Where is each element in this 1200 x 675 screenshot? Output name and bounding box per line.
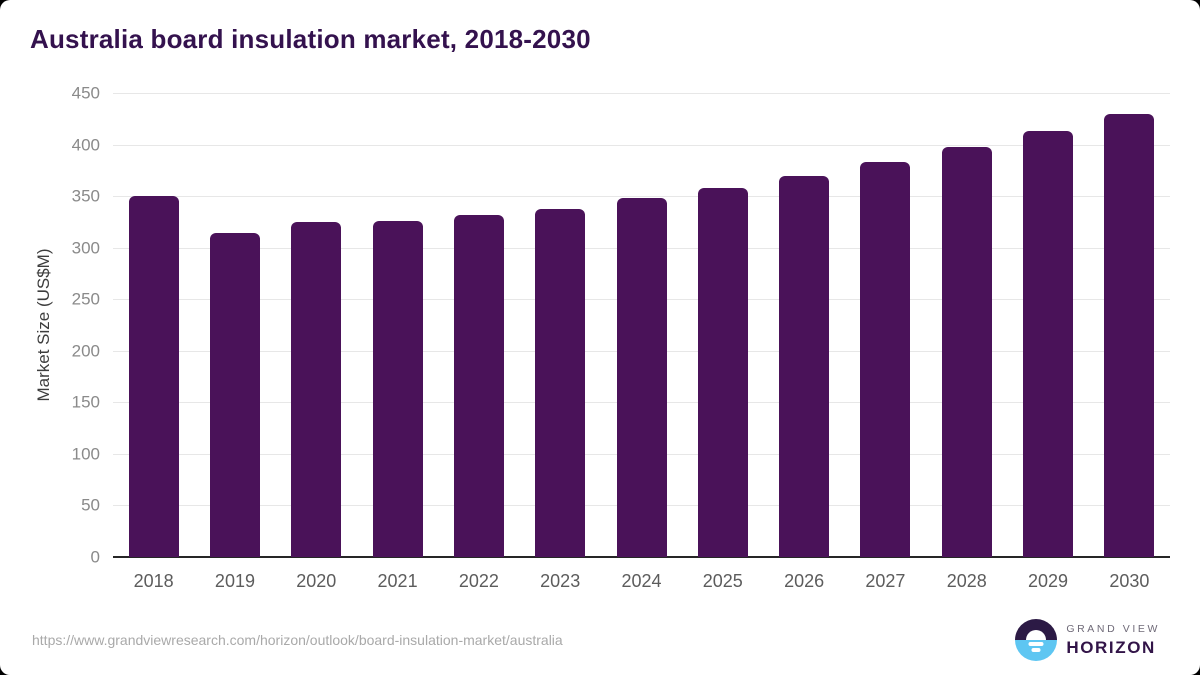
y-tick-label-50: 50 [81, 495, 100, 515]
x-tick-label-2028: 2028 [946, 571, 987, 591]
x-axis-line [113, 556, 1170, 558]
bar-2021 [372, 220, 423, 557]
x-tick-label-2027: 2027 [865, 571, 906, 591]
x-tick-label-2026: 2026 [784, 571, 825, 591]
y-axis-title: Market Size (US$M) [34, 248, 53, 402]
x-tick-label-2024: 2024 [621, 571, 662, 591]
y-tick-label-200: 200 [71, 341, 100, 361]
logo-reflection-2 [1031, 648, 1041, 652]
logo-text-grand-view: GRAND VIEW [1066, 622, 1160, 635]
x-tick-label-2019: 2019 [214, 571, 255, 591]
bar-2018 [128, 196, 179, 557]
bar-2025 [697, 187, 748, 557]
bar-2019 [209, 233, 260, 557]
plot-area: 0 50 100 150 200 250 300 350 400 450 2018 2019 2020 2… [72, 85, 1170, 590]
x-tick-label-2025: 2025 [702, 571, 743, 591]
logo-sun [1026, 630, 1047, 640]
y-tick-label-350: 350 [71, 186, 100, 206]
x-tick-label-2020: 2020 [296, 571, 337, 591]
y-tick-label-150: 150 [71, 392, 100, 412]
logo-text-horizon: HORIZON [1066, 637, 1156, 657]
bar-2022 [453, 214, 504, 557]
sun-horizon-icon [1015, 619, 1058, 661]
y-tick-label-100: 100 [71, 444, 100, 464]
grand-view-horizon-logo: GRAND VIEW HORIZON [1015, 619, 1160, 661]
gridline-450 [113, 93, 1170, 94]
gridline-400 [113, 144, 1170, 146]
x-tick-label-2023: 2023 [540, 571, 581, 591]
y-tick-label-450: 450 [71, 83, 100, 103]
bar-2020 [291, 221, 342, 557]
bar-2026 [779, 175, 830, 557]
y-tick-label-250: 250 [71, 289, 100, 309]
y-tick-label-400: 400 [71, 135, 100, 155]
x-tick-label-2021: 2021 [377, 571, 418, 591]
bar-2024 [616, 198, 667, 557]
bar-2027 [860, 162, 911, 557]
logo-text: GRAND VIEW HORIZON [1066, 623, 1160, 658]
x-tick-label-2029: 2029 [1028, 571, 1069, 591]
y-tick-label-300: 300 [71, 238, 100, 258]
bar-2023 [535, 208, 586, 557]
logo-reflection-1 [1028, 642, 1044, 646]
bar-2029 [1023, 131, 1074, 557]
page-title: Australia board insulation market, 2018-… [30, 24, 591, 54]
logo-sky-half [1015, 619, 1058, 640]
gridline-350 [113, 196, 1170, 198]
x-tick-label-2022: 2022 [458, 571, 499, 591]
y-tick-label-0: 0 [90, 547, 100, 567]
x-tick-label-2030: 2030 [1109, 571, 1150, 591]
bar-2030 [1104, 113, 1155, 557]
bar-2028 [941, 146, 992, 557]
x-tick-label-2018: 2018 [133, 571, 174, 591]
source-url: https://www.grandviewresearch.com/horizo… [32, 632, 563, 648]
